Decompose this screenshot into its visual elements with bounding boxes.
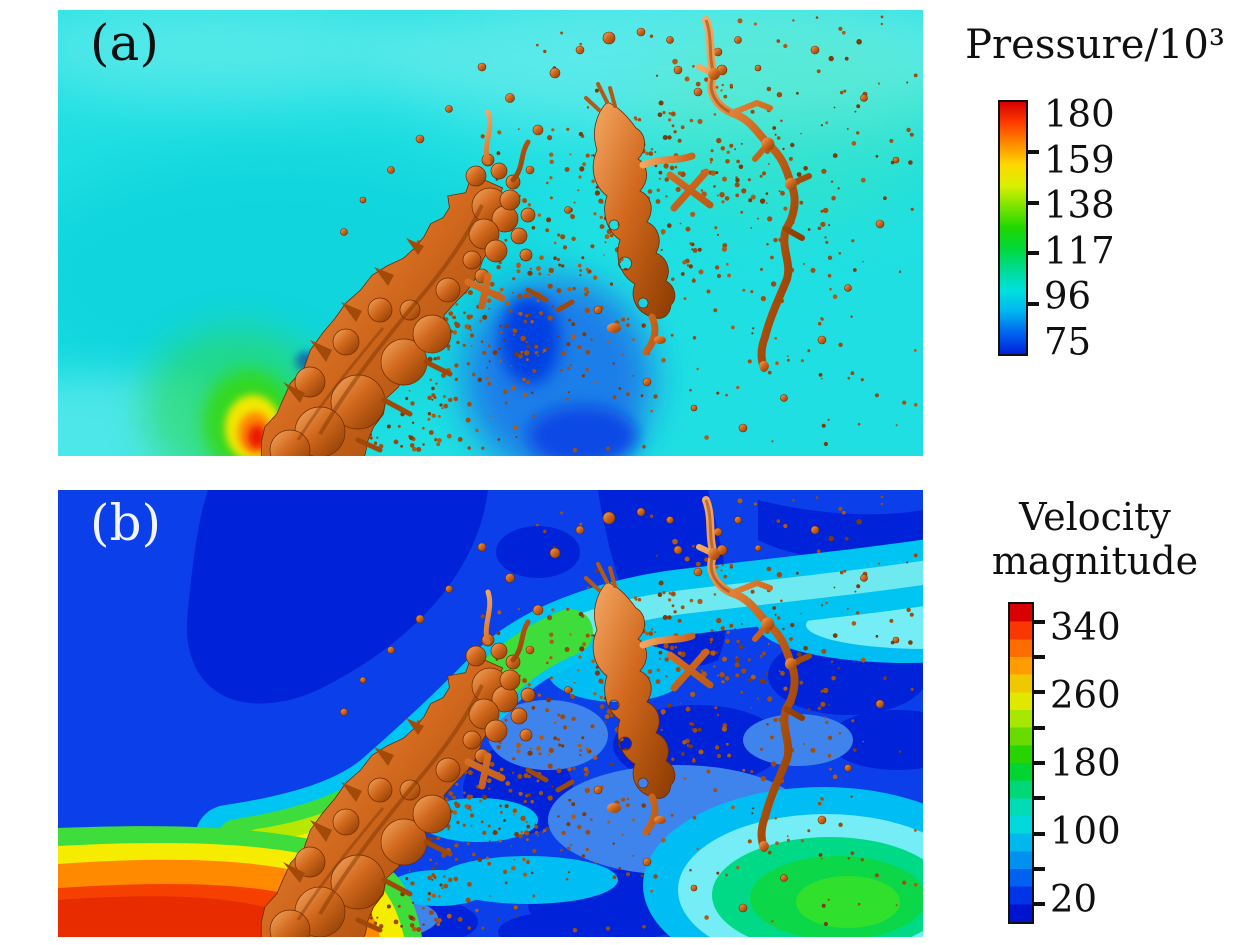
colorbar-tick-label: 138: [1044, 183, 1115, 227]
recirculation-green-blob: [643, 787, 923, 937]
colorbar-tick: [1032, 796, 1045, 801]
velocity-colorbar-title: Velocity magnitude: [942, 495, 1248, 583]
colorbar-tick-label: 75: [1044, 320, 1092, 364]
colorbar-tick-label: 20: [1050, 877, 1098, 921]
velocity-colorbar-title-line1: Velocity: [1019, 495, 1171, 539]
colorbar-tick: [1032, 902, 1045, 907]
colorbar-tick-label: 159: [1044, 138, 1115, 182]
panel-a-label: (a): [90, 14, 159, 72]
velocity-colorbar-title-line2: magnitude: [991, 539, 1199, 583]
pressure-colorbar-title: Pressure/10³: [965, 22, 1225, 68]
velocity-colorbar: 340 260 180 100 20: [1008, 602, 1121, 924]
colorbar-tick: [1032, 867, 1045, 871]
colorbar-tick-label: 117: [1044, 229, 1115, 273]
pressure-colorbar: 180 159 138 117 96 75: [998, 93, 1115, 364]
low-pressure-wake: [295, 278, 653, 456]
colorbar-tick: [1032, 725, 1045, 730]
colorbar-tick: [1026, 150, 1039, 155]
colorbar-tick-label: 260: [1050, 673, 1121, 717]
colorbar-tick: [1032, 761, 1045, 765]
colorbar-tick-label: 180: [1050, 741, 1121, 785]
velocity-field-plot: [58, 490, 923, 937]
pressure-field-plot: [58, 10, 923, 456]
colorbar-tick: [1032, 690, 1045, 695]
colorbar-tick: [1026, 251, 1039, 256]
colorbar-tick: [1032, 619, 1045, 624]
panel-b-label: (b): [90, 494, 162, 552]
panel-velocity: (b): [58, 490, 923, 937]
panel-pressure: (a): [58, 10, 923, 456]
colorbar-tick: [1026, 301, 1039, 306]
colorbar-tick: [1032, 831, 1045, 836]
colorbar-tick-label: 340: [1050, 605, 1121, 649]
colorbar-tick: [1026, 200, 1039, 205]
colorbar-tick-label: 96: [1044, 274, 1092, 318]
colorbar-tick: [1032, 655, 1045, 659]
colorbar-tick-label: 180: [1044, 92, 1115, 136]
colorbar-tick-label: 100: [1050, 809, 1121, 853]
